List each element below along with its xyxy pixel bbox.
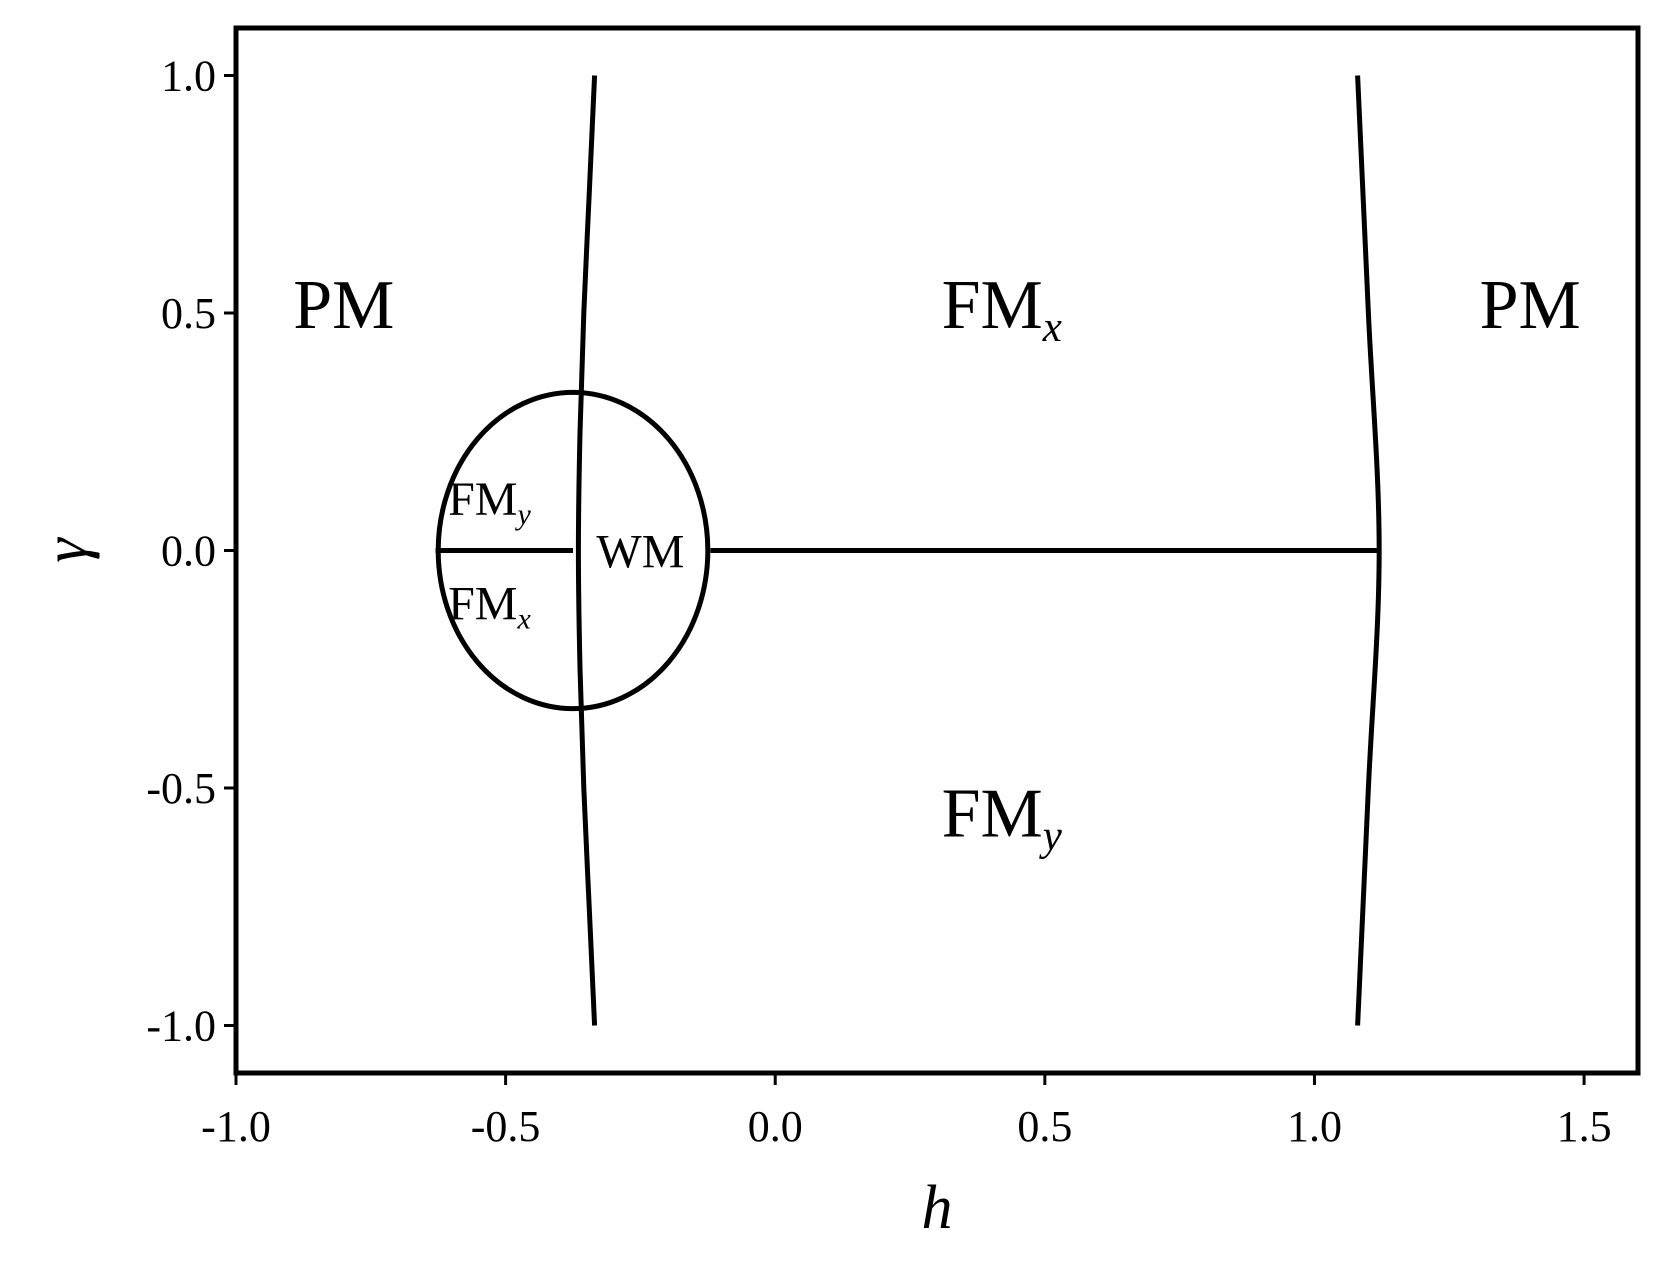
x-tick-label: 0.0	[748, 1102, 803, 1151]
x-tick-label: -0.5	[471, 1102, 541, 1151]
y-axis-ticks: -1.0 -0.5 0.0 0.5 1.0	[146, 52, 236, 1051]
y-tick-label: -1.0	[146, 1002, 216, 1051]
x-axis-ticks: -1.0 -0.5 0.0 0.5 1.0 1.5	[201, 1073, 1612, 1151]
boundary-line-0	[575, 75, 598, 1026]
region-label: WM	[596, 525, 684, 578]
y-tick-label: 1.0	[161, 52, 216, 101]
region-label: FMx	[448, 578, 531, 636]
y-tick-label: 0.0	[161, 527, 216, 576]
x-axis-label: h	[922, 1174, 953, 1242]
boundary-line-1	[1355, 75, 1382, 1026]
x-tick-label: -1.0	[201, 1102, 271, 1151]
region-label: PM	[1480, 267, 1581, 344]
region-label: FMx	[942, 267, 1062, 351]
x-tick-label: 0.5	[1017, 1102, 1072, 1151]
y-tick-label: 0.5	[161, 289, 216, 338]
y-axis-label: γ	[32, 537, 100, 563]
x-tick-label: 1.5	[1557, 1102, 1612, 1151]
region-labels: PM FMx PM FMy FMy FMx WM	[293, 267, 1580, 859]
phase-boundaries	[435, 75, 1382, 1026]
region-label: FMy	[448, 473, 531, 531]
region-label: FMy	[942, 775, 1063, 859]
y-tick-label: -0.5	[146, 764, 216, 813]
region-label: PM	[293, 267, 394, 344]
x-tick-label: 1.0	[1287, 1102, 1342, 1151]
boundary-ellipse	[435, 389, 711, 712]
